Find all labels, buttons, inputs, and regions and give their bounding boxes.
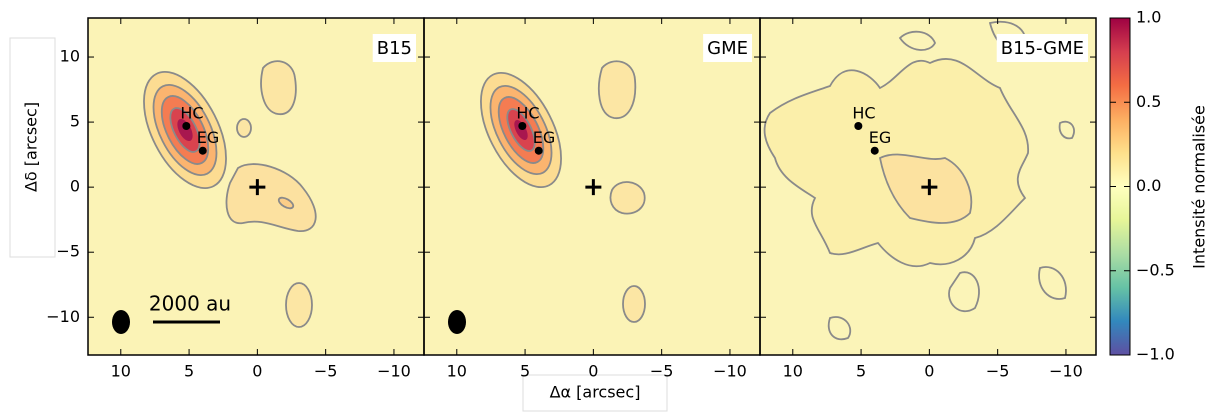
x-tick-label: −5 [314,362,338,381]
emission [277,196,295,210]
y-tick-label: −10 [46,307,80,326]
contour [1058,120,1075,140]
colorbar-label: Intensité normalisée [1190,105,1209,269]
y-tick-label: 5 [70,112,80,131]
beam [112,310,130,334]
ylabel-box [9,37,56,258]
x-tick-label: 5 [184,362,194,381]
emission [609,181,646,215]
panel-title: B15-GME [1001,38,1084,59]
source [198,146,207,155]
colorbar-tick-label: −0.5 [1136,260,1175,279]
y-tick-label: 0 [70,177,80,196]
x-tick-label: −5 [986,362,1010,381]
source [518,121,527,130]
xlabel-box [522,374,668,412]
colorbar-tick-label: 0.0 [1136,176,1161,195]
contour [827,316,852,341]
y-axis-label: Δδ [arcsec] [22,102,41,192]
emission [597,60,637,119]
emission [622,285,646,323]
source-label: HC [180,103,203,122]
x-tick-label: 5 [856,362,866,381]
title-box [372,34,416,62]
colorbar-tick-label: 0.5 [1136,92,1161,111]
map-difference [760,18,1096,355]
colorbar-tick-label: −1.0 [1136,345,1175,364]
x-tick-label: −10 [377,362,411,381]
contour [948,271,980,313]
source [854,121,863,130]
x-tick-label: 0 [924,362,934,381]
panel-frame [759,17,1097,356]
cross [249,179,266,196]
source [182,121,191,130]
source [534,146,543,155]
contour [1038,266,1067,300]
emission [285,282,313,328]
y-tick-label: −5 [56,242,80,261]
map-b15 [88,18,424,355]
emission [143,71,227,189]
x-axis-label: Δα [arcsec] [550,383,641,402]
emission [260,60,297,115]
colorbar-tick-label: 1.0 [1136,8,1161,27]
x-tick-label: −10 [713,362,747,381]
source-label: EG [197,128,220,147]
map-gme [424,18,760,355]
x-tick-label: 10 [447,362,467,381]
source-label: HC [516,103,539,122]
emission [225,163,317,232]
x-tick-label: 10 [783,362,803,381]
x-tick-label: 5 [520,362,530,381]
source-label: EG [533,128,556,147]
cross [585,179,602,196]
panel-title: GME [707,38,748,59]
source-label: HC [852,103,875,122]
emission [236,118,252,138]
y-tick-label: 10 [60,47,80,66]
contour [898,30,936,51]
title-box [703,34,752,62]
x-tick-label: 0 [252,362,262,381]
x-tick-label: 0 [588,362,598,381]
x-tick-label: −10 [1049,362,1083,381]
source-label: EG [869,128,892,147]
x-tick-label: 10 [111,362,131,381]
contour [878,153,973,224]
scale-bar-label: 2000 au [149,292,231,316]
beam [448,310,466,334]
x-tick-label: −5 [650,362,674,381]
source [870,146,879,155]
panel-title: B15 [377,38,412,59]
cross [921,179,938,196]
title-box [996,34,1088,62]
